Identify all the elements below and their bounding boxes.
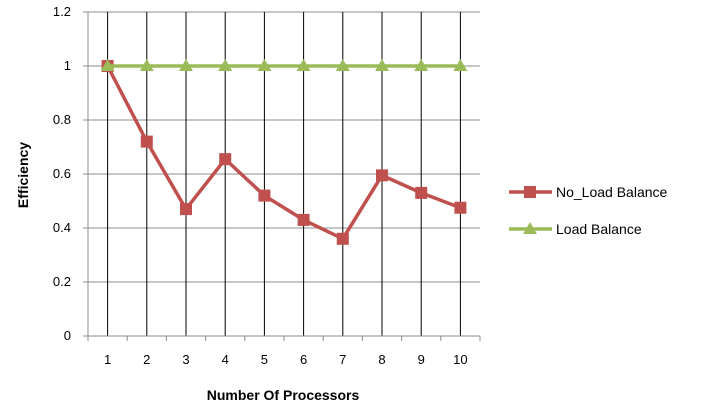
data-point: [415, 186, 428, 199]
data-point: [180, 203, 192, 216]
tick-labels: 0 0.2 0.4 0.6 0.8 1 1.2 1 2 3 4 5 6 7 8 9 10: [53, 4, 468, 367]
y-tick-label: 0.8: [53, 112, 71, 127]
axes: [83, 11, 481, 341]
x-tick-label: 4: [222, 352, 229, 367]
data-point: [219, 153, 232, 166]
legend-square-marker: [524, 186, 536, 198]
series-load-balance: [100, 59, 468, 71]
data-point: [454, 201, 467, 214]
y-tick-label: 0: [64, 328, 71, 343]
y-tick-label: 0.6: [53, 166, 71, 181]
x-axis-title: Number Of Processors: [207, 387, 360, 403]
x-tick-label: 6: [300, 352, 307, 367]
data-point: [376, 169, 388, 182]
data-point: [218, 59, 233, 71]
y-tick-label: 1: [64, 58, 71, 73]
x-tick-label: 5: [261, 352, 268, 367]
data-point: [414, 59, 429, 71]
x-tick-label: 7: [339, 352, 346, 367]
legend-label: No_Load Balance: [556, 184, 668, 200]
y-tick-label: 0.2: [53, 274, 71, 289]
y-axis-title: Efficiency: [15, 142, 31, 208]
x-tick-label: 8: [378, 352, 385, 367]
data-point: [100, 59, 115, 71]
data-point: [336, 232, 349, 245]
data-point: [258, 189, 271, 202]
series-line: [106, 65, 462, 241]
legend: No_Load Balance Load Balance: [509, 184, 668, 237]
data-point: [375, 59, 389, 71]
legend-triangle-marker: [523, 222, 537, 234]
data-point: [297, 213, 310, 226]
x-tick-label: 10: [453, 352, 467, 367]
data-point: [296, 59, 311, 71]
series-no-load-balance: [101, 60, 467, 245]
legend-item: Load Balance: [509, 221, 642, 237]
data-point: [257, 59, 272, 71]
x-tick-label: 3: [182, 352, 189, 367]
data-point: [335, 59, 350, 71]
y-tick-label: 0.4: [53, 220, 71, 235]
legend-label: Load Balance: [556, 221, 642, 237]
legend-item: No_Load Balance: [509, 184, 668, 200]
data-point: [139, 59, 154, 71]
x-tick-label: 1: [104, 352, 111, 367]
x-tick-label: 9: [418, 352, 425, 367]
x-tick-label: 2: [143, 352, 150, 367]
data-point: [453, 59, 468, 71]
y-tick-label: 1.2: [53, 4, 71, 19]
data-point: [179, 59, 193, 71]
data-point: [140, 135, 153, 148]
series-group: [100, 59, 468, 245]
